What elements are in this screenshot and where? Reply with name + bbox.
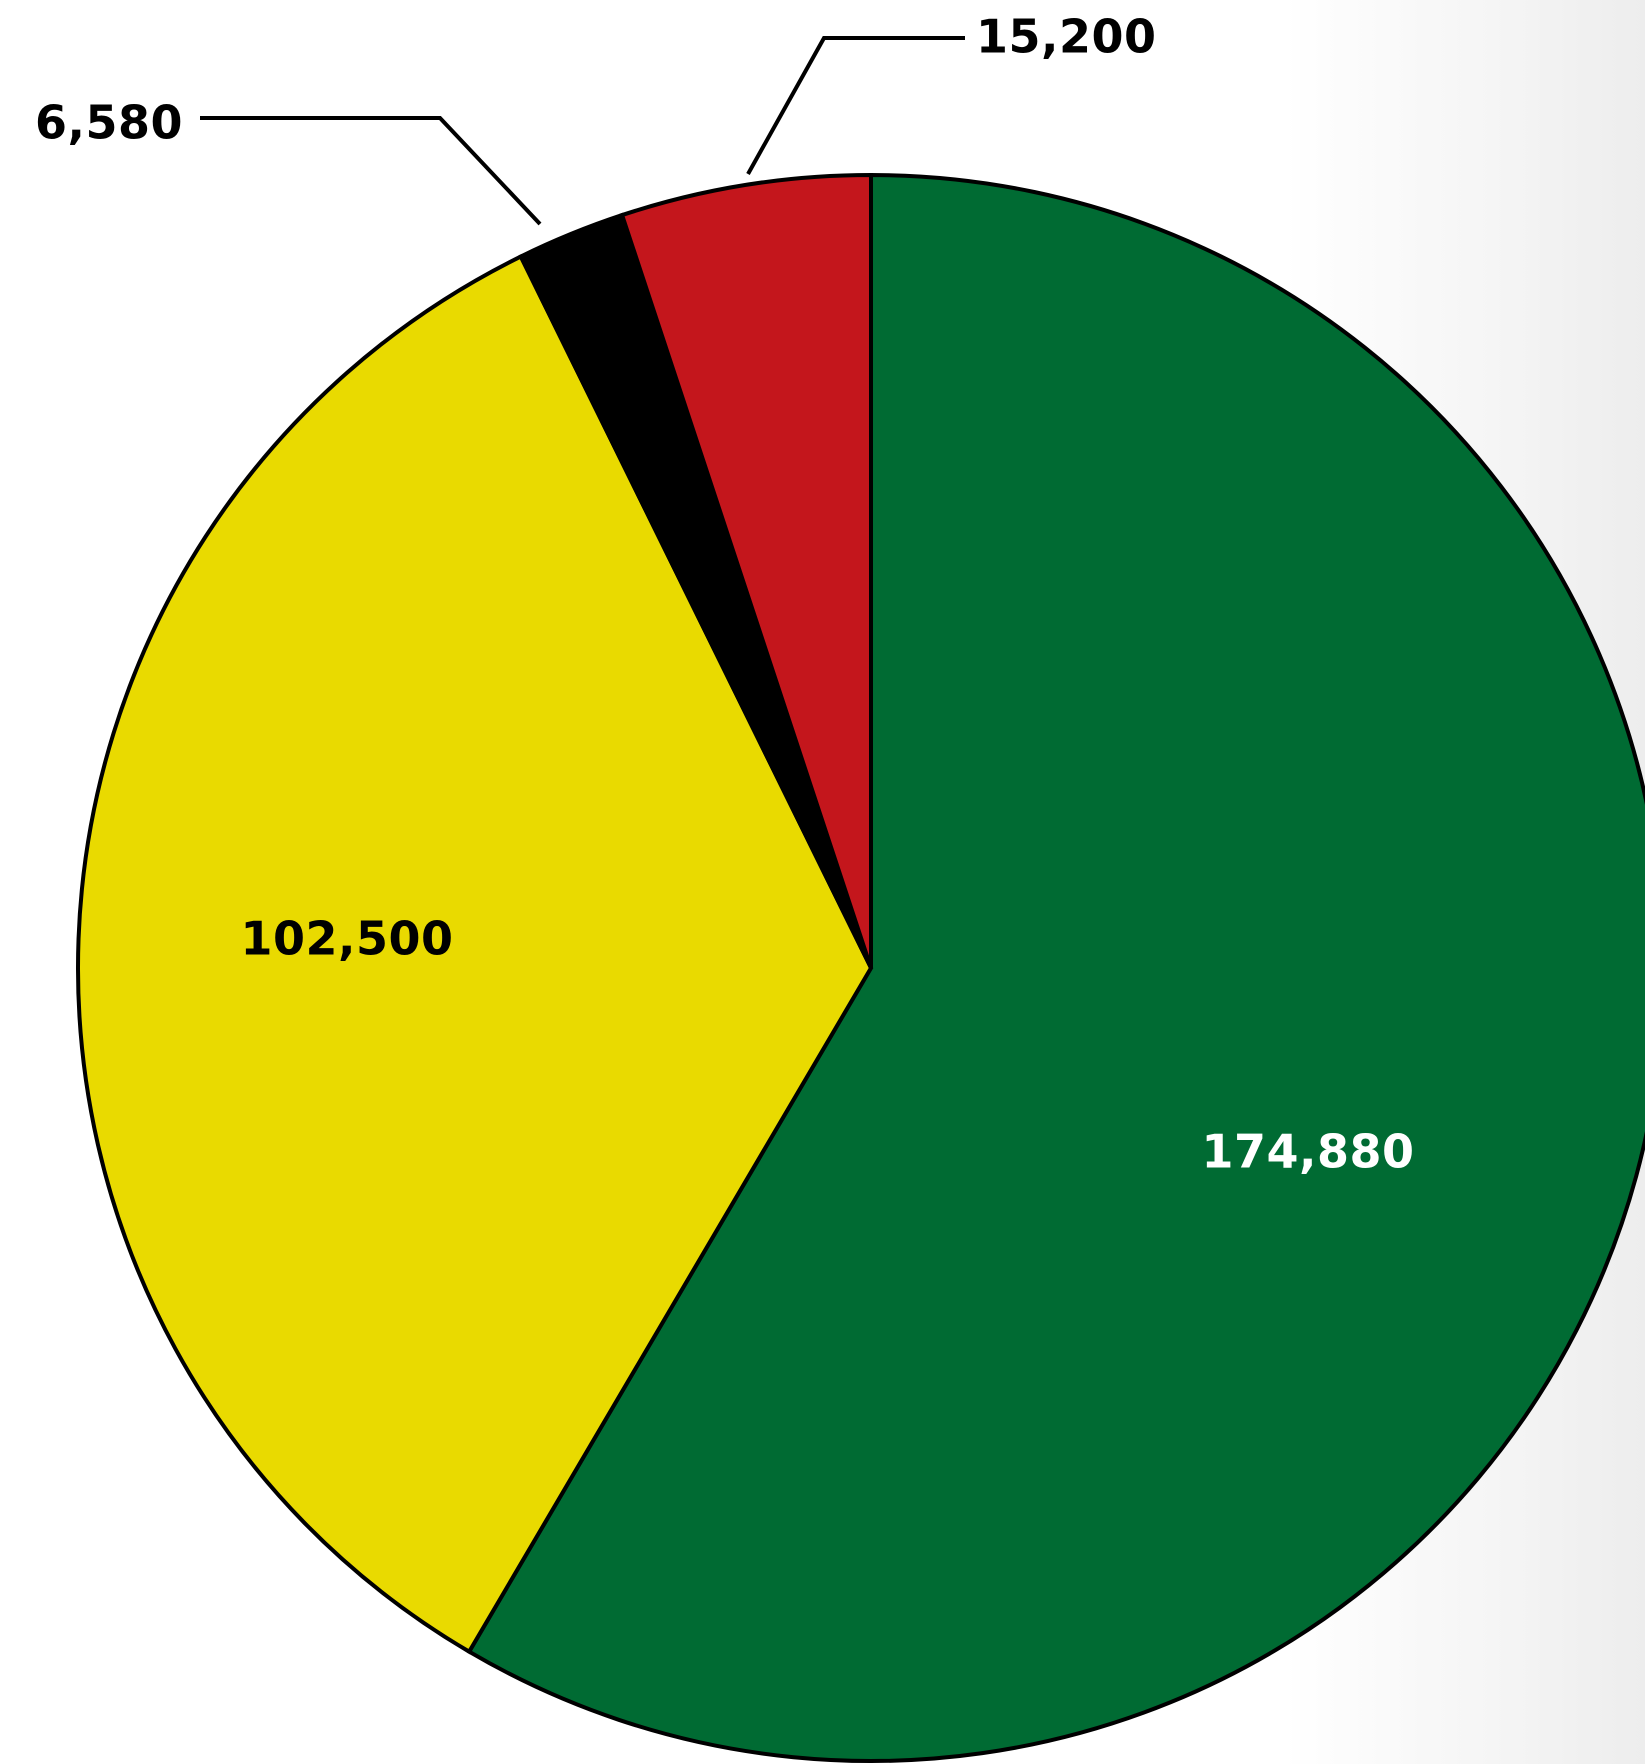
leader-line-6580 <box>200 116 542 226</box>
data-label-102500: 102,500 <box>240 912 453 966</box>
leader-lines-layer <box>200 36 965 226</box>
slices-layer <box>76 172 1645 1763</box>
data-label-15200: 15,200 <box>976 10 1157 64</box>
data-labels-layer: 174,880 102,500 6,580 15,200 <box>35 10 1414 1179</box>
pie-slice-15200 <box>619 172 873 969</box>
pie-slice-102500 <box>76 253 874 1655</box>
leader-line-15200 <box>746 36 965 175</box>
pie-slice-174880 <box>466 172 1645 1763</box>
data-label-174880: 174,880 <box>1201 1125 1414 1179</box>
data-label-6580: 6,580 <box>35 96 183 150</box>
